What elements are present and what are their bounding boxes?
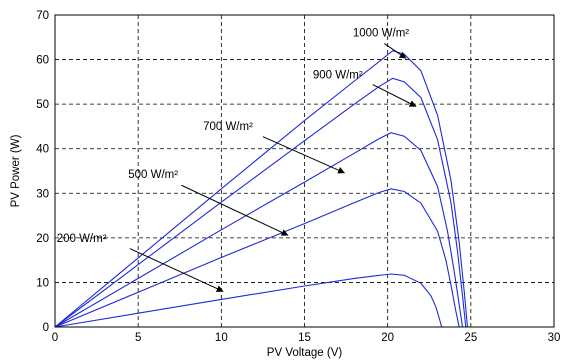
- power-curve-200-w-m: [54, 273, 443, 328]
- y-axis-label: PV Power (W): [10, 134, 22, 207]
- annotation-label-200-w-m: 200 W/m²: [57, 233, 107, 245]
- y-tick-label: 40: [36, 144, 49, 156]
- y-tick-label: 20: [36, 233, 49, 245]
- power-curve-700-w-m: [54, 132, 464, 328]
- x-tick-label: 20: [381, 332, 394, 344]
- x-tick-label: 5: [135, 332, 141, 344]
- y-tick-label: 30: [36, 188, 49, 200]
- annotation-label-500-w-m: 500 W/m²: [128, 169, 178, 181]
- power-curve-1000-w-m: [54, 50, 469, 328]
- power-curve-500-w-m: [54, 188, 460, 328]
- annotation-label-1000-w-m: 1000 W/m²: [353, 27, 409, 39]
- annotation-arrow-200-w-m: [129, 248, 224, 292]
- tick-labels: 0 5 10 15 20 25 30 0 10 20 30 40 50 60 70: [36, 10, 560, 344]
- annotation-arrow-1000-w-m: [384, 43, 407, 59]
- x-axis-label: PV Voltage (V): [267, 347, 343, 359]
- y-tick-label: 60: [36, 55, 49, 67]
- power-curve-900-w-m: [54, 77, 467, 328]
- annotation-label-900-w-m: 900 W/m²: [313, 69, 363, 81]
- annotation-label-700-w-m: 700 W/m²: [203, 121, 253, 133]
- y-tick-label: 10: [36, 277, 49, 289]
- grid-lines: [55, 15, 554, 327]
- x-tick-label: 30: [548, 332, 561, 344]
- y-tick-label: 70: [36, 10, 49, 22]
- power-curves: [54, 50, 469, 328]
- x-tick-label: 25: [464, 332, 477, 344]
- annotation-arrow-500-w-m: [181, 184, 289, 236]
- x-tick-label: 15: [298, 332, 311, 344]
- x-tick-label: 0: [52, 332, 58, 344]
- annotation-arrow-900-w-m: [372, 84, 417, 107]
- irradiance-annotations: 1000 W/m² 900 W/m² 700 W/m² 500 W/m² 200 W/m…: [57, 27, 417, 292]
- y-tick-label: 50: [36, 99, 49, 111]
- y-tick-label: 0: [43, 322, 49, 334]
- plot-frame: [54, 14, 555, 328]
- annotation-arrow-700-w-m: [262, 136, 346, 174]
- x-tick-label: 10: [215, 332, 228, 344]
